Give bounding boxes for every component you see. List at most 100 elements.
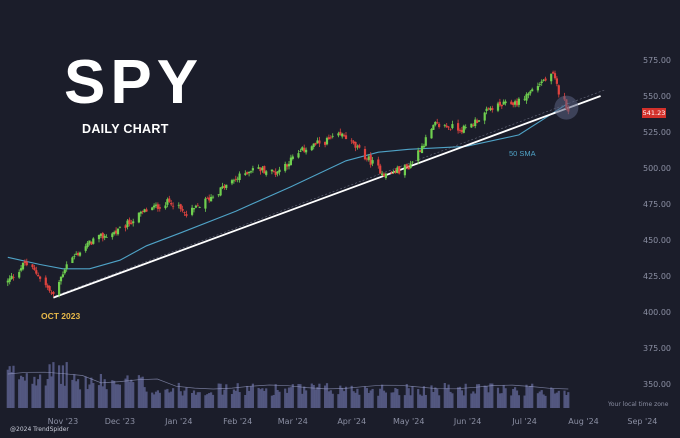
volume-bar (405, 384, 408, 408)
candle-body (39, 276, 42, 279)
volume-bar (379, 388, 382, 408)
candle-body (246, 172, 249, 175)
volume-bar (299, 384, 302, 408)
volume-bar (177, 382, 180, 408)
volume-bars (6, 362, 570, 408)
candle-body (113, 232, 116, 234)
volume-bar (97, 385, 101, 408)
volume-bar (126, 375, 129, 408)
candle-body (154, 204, 158, 206)
candle-body (325, 137, 329, 145)
candle-body (153, 205, 156, 208)
candle-body (164, 205, 167, 209)
volume-bar (312, 384, 315, 408)
volume-bar (316, 387, 319, 408)
candle-body (477, 120, 481, 122)
candle-body (90, 241, 93, 245)
volume-bar (496, 387, 500, 408)
candle-body (21, 262, 25, 270)
candle-body (489, 108, 492, 111)
candle-body (73, 256, 76, 258)
volume-bar (525, 384, 528, 408)
volume-bar (438, 395, 441, 408)
candle-body (327, 137, 330, 140)
timezone-label[interactable]: Your local time zone (608, 401, 669, 408)
volume-bar (517, 395, 520, 408)
candle-body (124, 225, 127, 228)
candle-body (232, 180, 235, 182)
volume-bar (105, 389, 108, 408)
x-tick-label: Sep '24 (627, 417, 657, 426)
candle-body (316, 140, 319, 144)
candle-body (35, 270, 38, 274)
candle-body (46, 285, 49, 288)
candle-body (305, 149, 308, 153)
volume-bar (166, 388, 169, 408)
volume-bar (474, 393, 477, 408)
candle-body (172, 205, 175, 207)
candle-body (263, 166, 266, 174)
volume-bar (381, 384, 384, 408)
x-tick-label: Jul '24 (511, 417, 537, 426)
candle-body (381, 173, 384, 175)
candle-body (101, 233, 104, 239)
volume-bar (502, 385, 505, 408)
candle-body (485, 108, 488, 111)
candle-body (358, 145, 361, 148)
volume-bar (99, 373, 102, 408)
volume-bar (145, 391, 148, 408)
candle-body (132, 221, 135, 224)
volume-bar (37, 379, 40, 408)
candle-body (312, 143, 315, 147)
candle-body (251, 168, 254, 171)
candle-body (417, 150, 420, 162)
candle-body (301, 147, 304, 151)
candle-body (141, 211, 144, 212)
volume-bar (550, 387, 553, 408)
volume-bar (21, 376, 25, 408)
candle-body (460, 129, 463, 133)
volume-bar (246, 385, 249, 408)
volume-bar (257, 387, 260, 408)
volume-bar (354, 392, 357, 408)
volume-bar (536, 393, 539, 408)
candle-body (156, 204, 159, 209)
candle-body (37, 274, 40, 277)
candle-body (504, 101, 507, 104)
volume-bar (424, 394, 427, 408)
candle-body (436, 122, 439, 124)
volume-bar (77, 379, 80, 408)
candle-body (498, 101, 501, 106)
volume-bar (341, 387, 344, 408)
candle-body (151, 207, 154, 211)
candle-body (204, 198, 207, 209)
volume-bar (238, 392, 241, 408)
candle-body (365, 158, 368, 160)
candle-body (183, 212, 186, 213)
candle-body (287, 163, 291, 167)
volume-bar (552, 388, 555, 408)
candle-body (341, 133, 344, 137)
volume-bar (329, 390, 332, 408)
volume-bar (158, 392, 161, 408)
candle-body (339, 131, 342, 135)
candle-body (403, 165, 406, 176)
candle-body (249, 171, 253, 173)
volume-bar (236, 383, 239, 408)
volume-bar (331, 393, 334, 408)
candle-body (382, 173, 386, 177)
candle-body (483, 112, 486, 121)
volume-bar (403, 395, 406, 408)
candle-body (116, 228, 120, 235)
volume-bar (352, 391, 355, 408)
candle-body (244, 173, 247, 175)
candle-body (274, 171, 277, 175)
volume-bar (529, 385, 532, 408)
x-tick-label: Apr '24 (337, 417, 366, 426)
candles (6, 70, 570, 298)
volume-bar (225, 384, 228, 408)
volume-bar (343, 391, 346, 408)
candle-body (553, 73, 557, 79)
volume-bar (411, 386, 414, 408)
